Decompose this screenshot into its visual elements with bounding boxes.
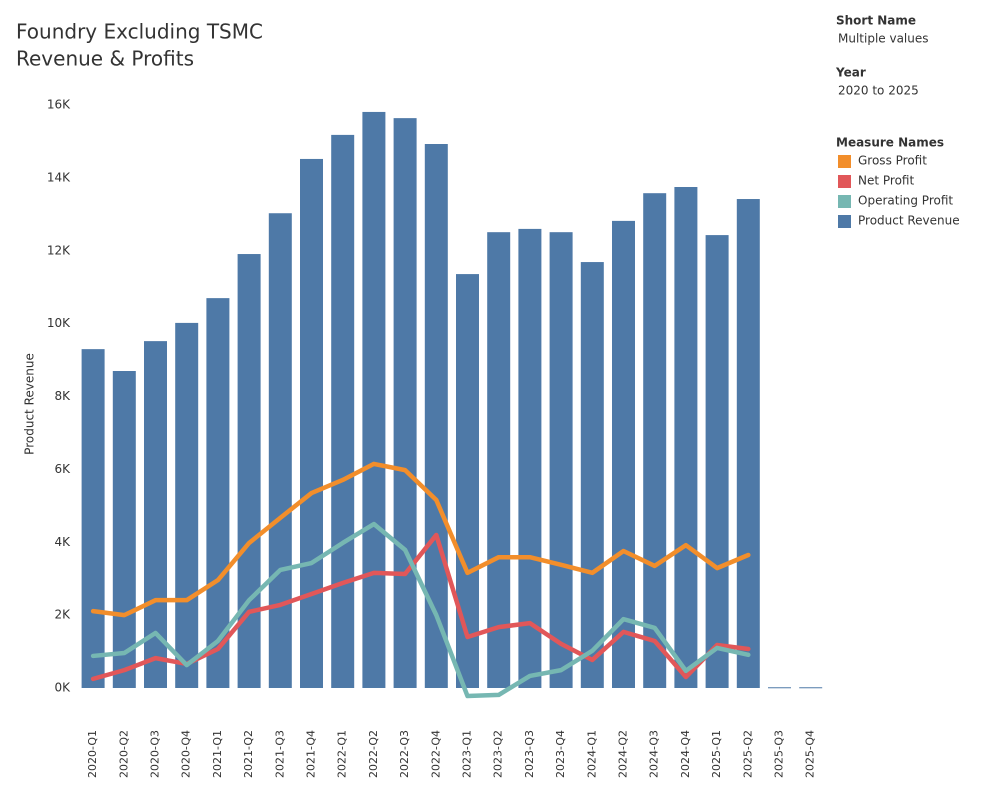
bar (549, 232, 573, 688)
bar (112, 371, 136, 688)
x-tick-label: 2024-Q3 (648, 730, 661, 778)
legend-swatch (838, 215, 851, 228)
x-tick-label: 2020-Q3 (149, 730, 162, 778)
x-tick-label: 2022-Q2 (367, 730, 380, 778)
bar (268, 213, 292, 688)
bar (331, 134, 355, 688)
bar (393, 118, 417, 688)
bar (487, 232, 511, 688)
bar (362, 111, 386, 688)
legend-swatch (838, 195, 851, 208)
bar (643, 193, 667, 688)
x-tick-label: 2025-Q4 (804, 730, 817, 778)
bar (736, 199, 760, 688)
legend-title: Measure Names (836, 136, 944, 150)
bar (81, 349, 105, 688)
bar (424, 144, 448, 688)
bar (612, 220, 635, 688)
bar (674, 186, 698, 688)
bar (799, 687, 823, 689)
x-tick-label: 2024-Q2 (617, 730, 630, 778)
y-tick-label: 2K (54, 608, 71, 622)
filter-value: Multiple values (838, 32, 929, 46)
line (90, 532, 751, 682)
bar (580, 262, 604, 688)
line (90, 461, 751, 618)
filter-title: Short Name (836, 14, 916, 28)
x-tick-label: 2021-Q4 (305, 730, 318, 778)
bar (206, 298, 230, 688)
legend-label: Net Profit (858, 174, 914, 188)
x-tick-label: 2020-Q1 (86, 730, 99, 778)
x-tick-label: 2021-Q1 (211, 730, 224, 778)
y-tick-label: 8K (54, 389, 71, 403)
x-tick-label: 2023-Q2 (492, 730, 505, 778)
y-tick-label: 12K (47, 243, 71, 257)
x-tick-label: 2020-Q2 (117, 730, 130, 778)
legend-label: Operating Profit (858, 194, 953, 208)
x-tick-label: 2024-Q4 (679, 730, 692, 778)
bar (456, 274, 479, 688)
x-tick-label: 2023-Q3 (523, 730, 536, 778)
x-tick-label: 2025-Q2 (741, 730, 754, 778)
filter-title: Year (835, 66, 866, 80)
y-tick-label: 10K (47, 316, 71, 330)
x-tick-label: 2020-Q4 (180, 730, 193, 778)
y-tick-label: 16K (47, 98, 71, 112)
x-tick-label: 2024-Q1 (585, 730, 598, 778)
y-tick-label: 14K (47, 170, 71, 184)
legend-swatch (838, 175, 851, 188)
x-tick-label: 2022-Q4 (429, 730, 442, 778)
x-tick-label: 2022-Q3 (398, 730, 411, 778)
legend-label: Gross Profit (858, 154, 927, 168)
y-tick-label: 0K (54, 680, 71, 694)
y-tick-label: 4K (54, 535, 71, 549)
x-tick-label: 2022-Q1 (336, 730, 349, 778)
bar (518, 228, 542, 688)
y-tick-label: 6K (54, 462, 71, 476)
bar (705, 235, 729, 688)
x-tick-label: 2021-Q3 (273, 730, 286, 778)
x-tick-label: 2025-Q1 (710, 730, 723, 778)
legend-label: Product Revenue (858, 214, 960, 228)
legend-swatch (838, 155, 851, 168)
bar (237, 254, 261, 688)
y-axis-label: Product Revenue (23, 353, 37, 455)
filter-value: 2020 to 2025 (838, 84, 919, 98)
x-tick-label: 2021-Q2 (242, 730, 255, 778)
bar (300, 158, 323, 688)
x-tick-label: 2025-Q3 (773, 730, 786, 778)
bar (768, 687, 791, 689)
line (90, 521, 751, 699)
chart-title: Revenue & Profits (16, 47, 194, 71)
chart-title: Foundry Excluding TSMC (16, 20, 263, 44)
bar (175, 322, 199, 688)
x-tick-label: 2023-Q4 (554, 730, 567, 778)
x-tick-label: 2023-Q1 (461, 730, 474, 778)
